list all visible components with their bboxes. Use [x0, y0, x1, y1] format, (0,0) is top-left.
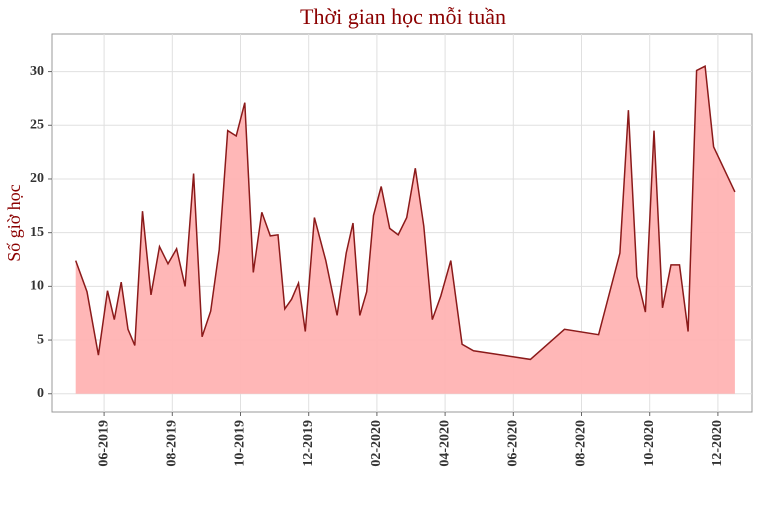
line [74, 65, 736, 361]
x-tick-label: 12-2019 [301, 420, 316, 467]
x-tick-label: 12-2020 [710, 420, 725, 467]
x-tick-label: 10-2019 [233, 420, 248, 467]
area [75, 66, 735, 394]
x-tick-label: 08-2020 [574, 420, 589, 467]
y-tick-label: 5 [37, 332, 44, 347]
x-tick-label: 08-2019 [165, 420, 180, 467]
y-tick-label: 20 [30, 171, 44, 186]
x-tick-label: 06-2019 [96, 420, 111, 467]
y-tick-label: 30 [30, 64, 44, 79]
x-tick-label: 06-2020 [506, 420, 521, 467]
x-tick-label: 10-2020 [642, 420, 657, 467]
y-tick-label: 10 [30, 279, 44, 294]
y-axis-label: Số giờ học [4, 184, 24, 262]
y-tick-label: 0 [37, 386, 44, 401]
x-tick-label: 02-2020 [369, 420, 384, 467]
y-tick-label: 25 [30, 117, 44, 132]
chart-title: Thời gian học mỗi tuần [300, 4, 506, 29]
y-tick-label: 15 [30, 225, 44, 240]
x-tick-label: 04-2020 [437, 420, 452, 467]
